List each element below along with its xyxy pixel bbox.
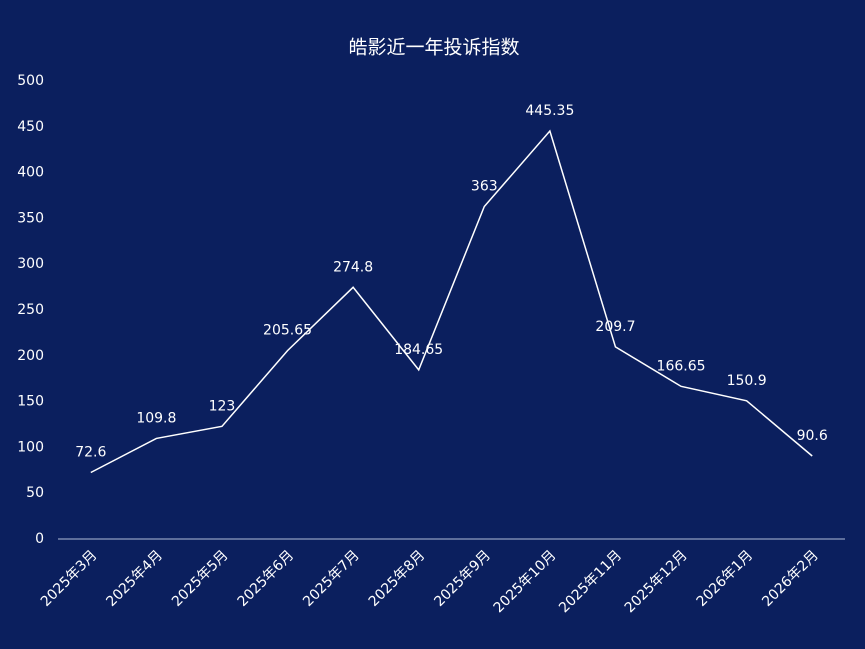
y-tick-label: 500 (17, 73, 44, 89)
data-label: 150.9 (727, 373, 767, 389)
data-label: 109.8 (136, 410, 176, 426)
data-label: 363 (471, 178, 498, 194)
y-tick-label: 150 (17, 394, 44, 410)
chart-title: 皓影近一年投诉指数 (348, 37, 519, 59)
data-label: 205.65 (263, 323, 312, 339)
data-label: 123 (209, 398, 236, 414)
data-label: 184.65 (394, 342, 443, 358)
y-tick-label: 100 (17, 439, 44, 455)
data-label: 72.6 (75, 444, 106, 460)
y-tick-label: 250 (17, 302, 44, 318)
data-label: 445.35 (525, 103, 574, 119)
data-label: 274.8 (333, 259, 373, 275)
y-tick-label: 50 (26, 485, 44, 501)
y-tick-label: 350 (17, 210, 44, 226)
line (90, 129, 813, 474)
y-tick-label: 0 (35, 531, 44, 547)
data-label: 166.65 (657, 358, 706, 374)
y-tick-label: 300 (17, 256, 44, 272)
data-label: 209.7 (595, 319, 635, 335)
data-label: 90.6 (797, 428, 828, 444)
y-tick-label: 450 (17, 119, 44, 135)
y-tick-label: 400 (17, 165, 44, 181)
y-tick-label: 200 (17, 348, 44, 364)
